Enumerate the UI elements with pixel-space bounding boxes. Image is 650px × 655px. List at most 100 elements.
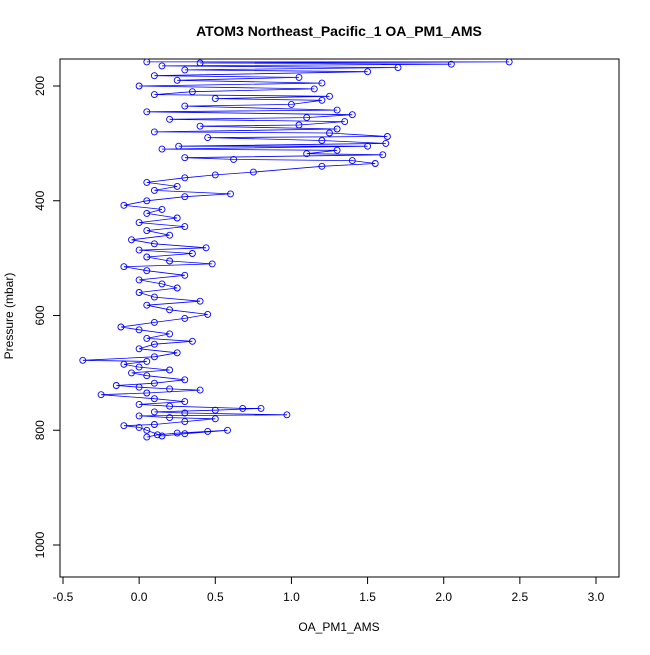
data-point [143,197,151,205]
data-point [505,58,513,66]
data-layer [79,58,513,441]
data-point [79,356,87,364]
data-point [188,250,196,257]
data-point [196,386,204,394]
data-point [447,60,455,68]
data-point [150,408,158,416]
data-point [150,91,158,99]
data-point [379,151,387,159]
data-point [310,85,318,93]
data-point [371,160,379,167]
data-point [158,145,166,153]
data-point [158,280,166,288]
data-point [128,236,135,244]
data-point [173,76,181,84]
y-tick-label: 400 [33,190,47,210]
x-tick-label: 0.0 [131,590,148,604]
data-point [173,349,181,357]
series-line [82,61,510,438]
data-point [143,253,151,261]
data-point [173,284,181,292]
data-point [208,260,216,268]
data-point [143,267,151,275]
data-point [173,182,181,190]
data-point [181,376,189,384]
data-point [143,357,151,365]
data-point [303,150,311,158]
data-point [173,214,181,222]
data-point [166,366,174,374]
data-point [150,128,158,136]
data-point [143,433,151,441]
data-point [150,340,158,348]
data-point [117,323,125,331]
data-point [135,400,143,408]
data-point [143,301,151,309]
data-point [196,297,204,305]
data-point [153,431,161,439]
data-point [120,201,128,209]
data-point [318,137,326,144]
x-axis: -0.5 0.0 0.5 1.0 1.5 2.0 2.5 3.0 [53,576,605,604]
data-point [211,171,219,179]
data-point [166,402,174,410]
data-point [383,133,391,140]
data-point [175,142,183,150]
data-point [333,106,341,114]
data-point [173,429,181,437]
data-point [224,426,231,434]
data-point [181,174,189,182]
data-point [166,257,174,265]
y-axis-label: Pressure (mbar) [2,273,16,360]
data-point [318,96,326,104]
data-point [120,263,128,271]
data-point [295,121,303,129]
data-point [135,326,143,334]
x-tick-label: -0.5 [53,590,74,604]
data-point [249,168,257,176]
data-point [364,142,372,150]
data-point [181,154,189,162]
data-point [326,129,333,137]
data-point [120,360,128,368]
data-point [181,314,189,322]
data-point [158,205,166,213]
data-point [326,92,333,100]
data-point [135,345,143,353]
data-point [341,118,349,126]
data-point [135,363,143,371]
data-point [135,276,143,284]
data-point [239,404,247,412]
data-point [318,79,326,87]
data-point [287,100,295,108]
data-point [333,125,341,133]
data-point [211,95,219,103]
data-point [97,391,105,399]
data-point [181,193,189,201]
data-point [166,330,174,338]
x-tick-label: 2.0 [435,590,452,604]
data-point [181,223,189,231]
data-point [143,58,151,66]
data-point [135,219,143,227]
y-tick-label: 1000 [33,531,47,558]
x-axis-label: OA_PM1_AMS [298,620,379,634]
data-point [348,111,356,119]
data-point [150,240,158,248]
data-point [188,88,196,96]
data-point [211,415,219,423]
data-point [181,66,189,74]
data-point [181,271,189,279]
data-point [204,310,212,318]
data-point [364,68,372,76]
data-point [303,114,311,122]
data-point [181,398,189,406]
data-point [135,246,143,254]
y-tick-label: 800 [33,420,47,440]
data-point [257,404,265,412]
data-point [166,115,174,123]
data-point [196,122,204,130]
data-point [382,139,390,147]
